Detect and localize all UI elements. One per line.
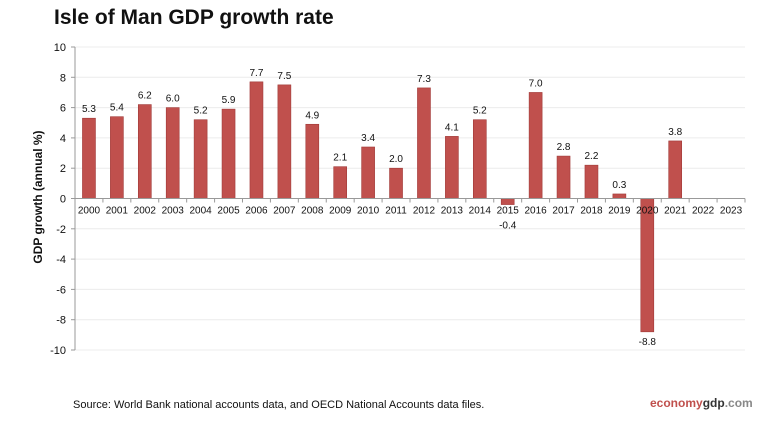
x-tick-label: 2013 xyxy=(441,206,464,217)
y-tick-label: -4 xyxy=(56,254,66,266)
x-tick-label: 2005 xyxy=(217,206,240,217)
x-tick-label: 2001 xyxy=(106,206,129,217)
bar xyxy=(82,117,96,199)
data-label: 5.4 xyxy=(110,103,124,114)
x-tick-label: 2011 xyxy=(385,206,407,217)
bar xyxy=(305,123,320,199)
x-tick-label: 2004 xyxy=(190,206,213,217)
data-label: 7.3 xyxy=(417,74,431,85)
logo: economygdp.com xyxy=(650,396,753,410)
y-tick-label: -6 xyxy=(56,284,66,296)
data-label: 4.9 xyxy=(305,110,319,121)
bar xyxy=(640,198,655,333)
bar xyxy=(556,155,571,199)
x-tick-label: 2008 xyxy=(301,206,324,217)
bar xyxy=(221,108,236,199)
y-tick-label: 2 xyxy=(60,163,66,175)
x-tick-label: 2002 xyxy=(134,206,157,217)
x-tick-label: 2023 xyxy=(720,206,743,217)
bar xyxy=(333,166,348,199)
bar xyxy=(165,107,180,199)
bar xyxy=(389,167,403,199)
x-tick-label: 2010 xyxy=(357,206,380,217)
x-tick-label: 2021 xyxy=(664,206,687,217)
data-label: 5.3 xyxy=(82,104,96,115)
bar xyxy=(277,84,292,199)
data-label: 7.7 xyxy=(250,68,264,79)
chart-title: Isle of Man GDP growth rate xyxy=(54,6,334,29)
data-label: 7.5 xyxy=(277,71,291,82)
data-label: 7.0 xyxy=(529,78,543,89)
x-tick-label: 2003 xyxy=(162,206,185,217)
y-tick-label: 10 xyxy=(54,42,66,54)
y-axis-label: GDP growth (annual %) xyxy=(31,130,45,264)
x-tick-label: 2009 xyxy=(329,206,352,217)
y-tick-label: -2 xyxy=(56,224,66,236)
y-tick-label: 6 xyxy=(60,103,66,115)
x-tick-label: 2020 xyxy=(636,206,659,217)
data-label: 6.0 xyxy=(166,94,180,105)
bar xyxy=(445,136,459,199)
bar xyxy=(249,81,264,199)
bar xyxy=(137,104,152,199)
data-label: 3.8 xyxy=(668,127,682,138)
source-note: Source: World Bank national accounts dat… xyxy=(73,399,485,411)
data-label: 2.0 xyxy=(389,154,403,165)
data-label: 0.3 xyxy=(612,180,626,191)
bar xyxy=(668,140,683,199)
bar xyxy=(528,92,543,199)
logo-part: .com xyxy=(724,396,753,410)
y-tick-label: 0 xyxy=(60,194,66,206)
data-label: 2.1 xyxy=(333,153,347,164)
data-label: 6.2 xyxy=(138,91,152,102)
data-label: 5.2 xyxy=(473,106,487,117)
data-label: 4.1 xyxy=(445,122,459,133)
bar xyxy=(110,116,124,199)
x-tick-label: 2000 xyxy=(78,206,101,217)
data-label: 2.2 xyxy=(585,151,599,162)
x-tick-label: 2006 xyxy=(245,206,268,217)
bar xyxy=(500,198,515,205)
y-tick-label: -8 xyxy=(56,315,66,327)
x-tick-label: 2022 xyxy=(692,206,715,217)
bar xyxy=(361,146,375,199)
bar xyxy=(417,87,431,199)
bar xyxy=(472,119,487,199)
x-tick-label: 2019 xyxy=(608,206,631,217)
x-tick-label: 2012 xyxy=(413,206,436,217)
y-tick-label: 8 xyxy=(60,72,66,84)
x-tick-label: 2007 xyxy=(273,206,296,217)
data-label: -0.4 xyxy=(499,221,517,232)
data-label: 5.9 xyxy=(222,95,236,106)
x-tick-label: 2017 xyxy=(552,206,575,217)
bar xyxy=(193,119,208,199)
x-tick-label: 2015 xyxy=(497,206,520,217)
x-tick-label: 2018 xyxy=(580,206,603,217)
data-label: 3.4 xyxy=(361,133,375,144)
y-tick-label: -10 xyxy=(50,345,66,357)
data-label: 5.2 xyxy=(194,106,208,117)
data-label: -8.8 xyxy=(639,337,657,348)
data-label: 2.8 xyxy=(557,142,571,153)
logo-part: economy xyxy=(650,396,703,410)
y-tick-label: 4 xyxy=(60,133,66,145)
x-tick-label: 2016 xyxy=(525,206,548,217)
bar xyxy=(612,193,627,199)
x-tick-label: 2014 xyxy=(469,206,492,217)
logo-part: gdp xyxy=(702,396,725,410)
bar xyxy=(584,164,599,199)
